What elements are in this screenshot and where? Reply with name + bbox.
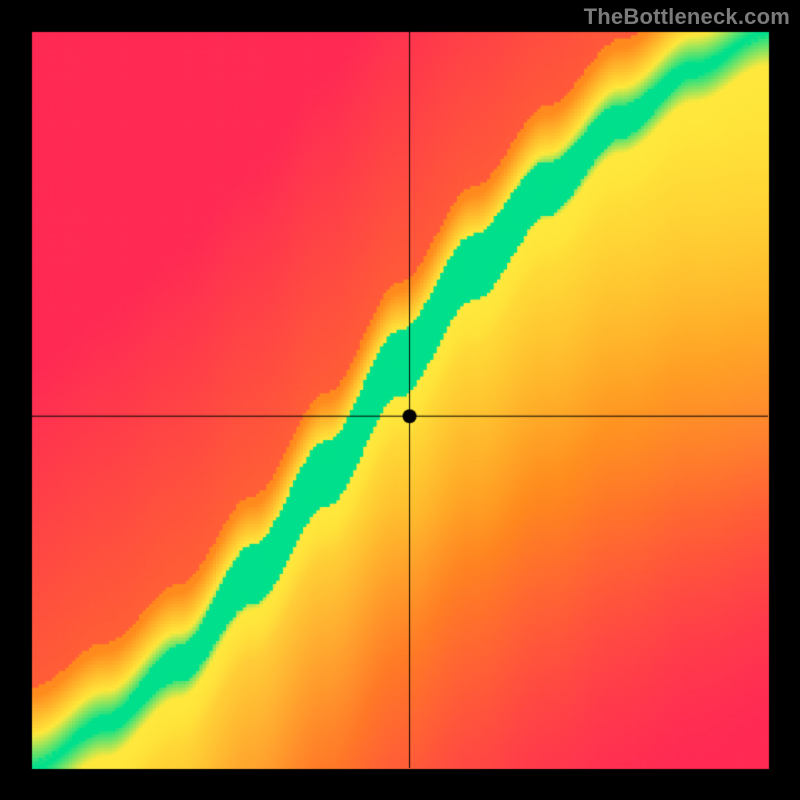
watermark-text: TheBottleneck.com <box>584 4 790 30</box>
chart-frame: TheBottleneck.com <box>0 0 800 800</box>
bottleneck-heatmap-canvas <box>0 0 800 800</box>
